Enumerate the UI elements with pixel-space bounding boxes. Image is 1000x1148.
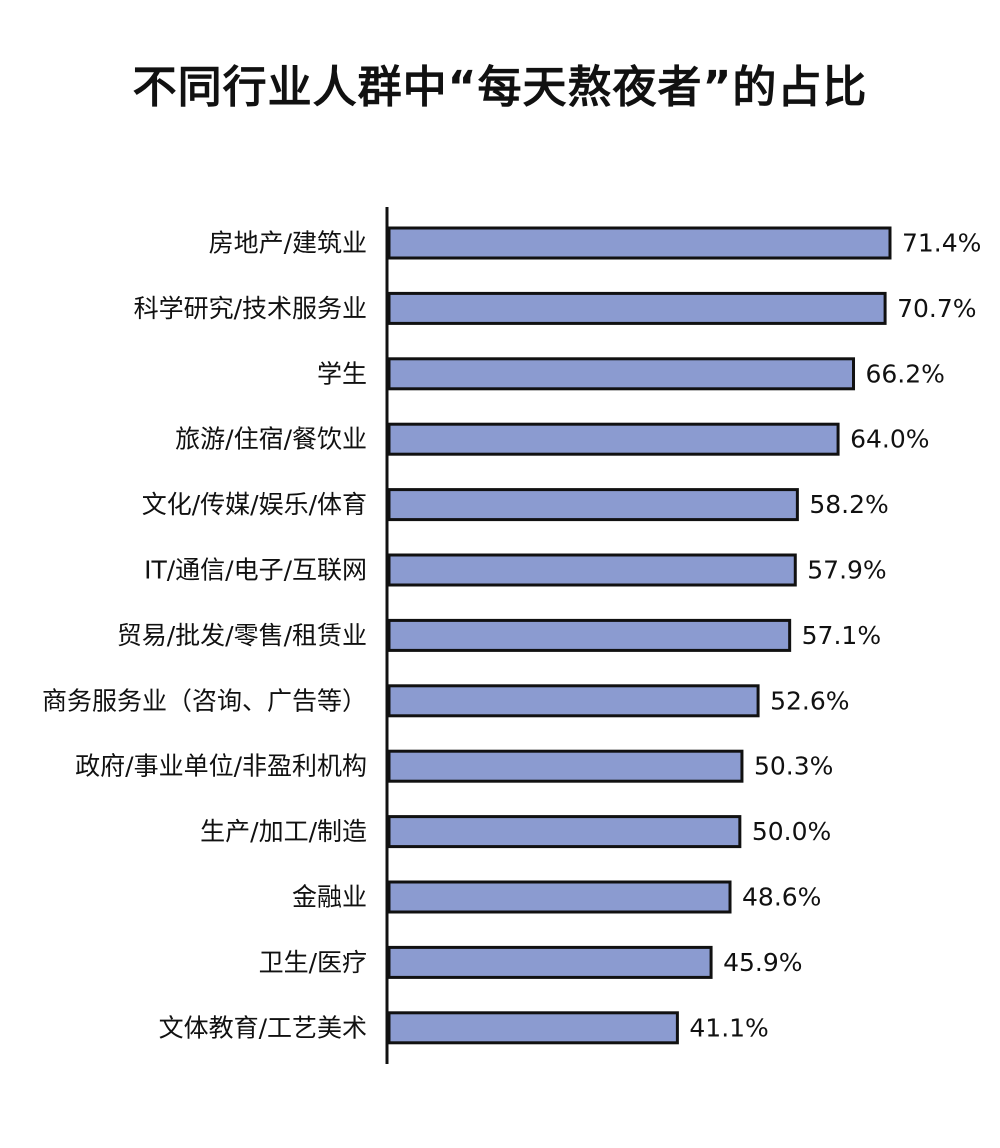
value-label: 58.2%	[809, 490, 888, 519]
category-label: 科学研究/技术服务业	[134, 294, 367, 323]
bar	[387, 880, 732, 914]
value-label: 52.6%	[770, 686, 849, 715]
value-label: 45.9%	[723, 948, 802, 977]
category-label: IT/通信/电子/互联网	[144, 556, 367, 585]
value-label: 57.1%	[802, 621, 881, 650]
bar	[387, 945, 713, 979]
value-label: 66.2%	[866, 359, 945, 388]
bar	[387, 815, 742, 849]
bar	[387, 618, 792, 652]
category-label: 旅游/住宿/餐饮业	[175, 425, 367, 454]
category-label: 金融业	[292, 883, 367, 912]
bar	[387, 357, 856, 391]
value-label: 57.9%	[807, 556, 886, 585]
chart-title: 不同行业人群中“每天熬夜者”的占比	[132, 62, 868, 113]
value-label: 70.7%	[897, 294, 976, 323]
bar	[387, 749, 744, 783]
bar	[387, 422, 840, 456]
category-label: 卫生/医疗	[259, 948, 367, 977]
bar	[387, 488, 799, 522]
value-label: 64.0%	[850, 425, 929, 454]
category-label: 贸易/批发/零售/租赁业	[117, 621, 367, 650]
category-label: 政府/事业单位/非盈利机构	[75, 752, 367, 781]
value-label: 50.3%	[754, 752, 833, 781]
category-label: 房地产/建筑业	[209, 229, 367, 258]
bar	[387, 291, 887, 325]
value-label: 71.4%	[902, 229, 981, 258]
value-label: 50.0%	[752, 817, 831, 846]
bar	[387, 684, 760, 718]
category-label: 学生	[317, 359, 367, 388]
bar	[387, 226, 892, 260]
category-label: 文化/传媒/娱乐/体育	[142, 490, 367, 519]
category-label: 生产/加工/制造	[200, 817, 367, 846]
value-label: 48.6%	[742, 883, 821, 912]
value-label: 41.1%	[689, 1013, 768, 1042]
bar	[387, 553, 797, 587]
bar	[387, 1011, 679, 1045]
bars-group: 房地产/建筑业 71.4% 科学研究/技术服务业 70.7% 学生 66.2% 旅游/住宿/…	[42, 226, 981, 1045]
category-label: 文体教育/工艺美术	[159, 1013, 367, 1042]
category-label: 商务服务业（咨询、广告等）	[42, 686, 367, 715]
